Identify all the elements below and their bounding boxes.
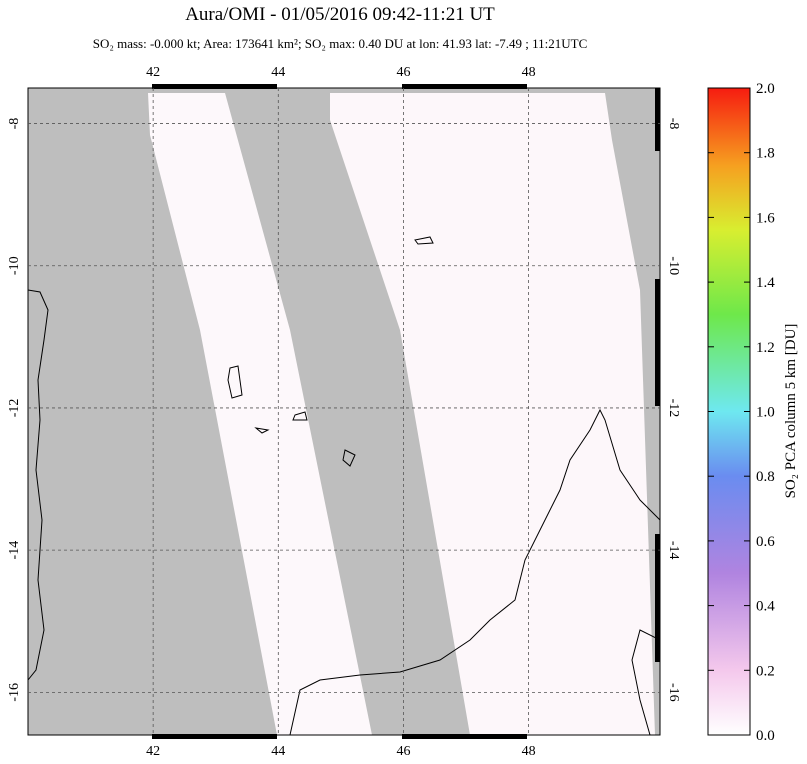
y-tick-label: -16	[7, 683, 22, 702]
colorbar-tick-label: 1.6	[756, 210, 775, 226]
frame-bar	[655, 88, 660, 151]
x-tick-label: 48	[522, 744, 536, 759]
x-tick-label: 44	[271, 65, 285, 80]
frame-bar	[655, 279, 660, 406]
y-tick-label: -14	[7, 541, 22, 560]
colorbar	[707, 87, 751, 736]
x-tick-label: 44	[271, 744, 285, 759]
y-tick-label: -10	[666, 256, 681, 275]
y-tick-label: -12	[666, 399, 681, 418]
frame-bar	[402, 734, 527, 739]
title: Aura/OMI - 01/05/2016 09:42-11:21 UT	[185, 4, 495, 25]
frame-bar	[402, 84, 527, 89]
coastline	[289, 408, 660, 735]
y-tick-label: -12	[7, 399, 22, 418]
island	[227, 236, 434, 467]
colorbar-tick-label: 1.4	[756, 275, 775, 291]
y-tick-label: -10	[7, 256, 22, 275]
colorbar-tick-label: 1.8	[756, 146, 775, 162]
swath	[330, 93, 655, 735]
y-tick-label: -8	[666, 118, 681, 130]
x-tick-label: 48	[522, 65, 536, 80]
colorbar-tick-label: 0.2	[756, 663, 775, 679]
y-tick-label: -8	[7, 118, 22, 130]
colorbar-label: SO₂ PCA column 5 km [DU]	[783, 324, 799, 499]
colorbar-tick-label: 1.2	[756, 340, 775, 356]
x-tick-label: 46	[396, 65, 410, 80]
coastline	[631, 629, 660, 735]
swath	[148, 93, 372, 735]
y-tick-label: -16	[666, 683, 681, 702]
y-tick-label: -14	[666, 541, 681, 560]
frame-bar	[152, 734, 277, 739]
colorbar-tick-label: 1.0	[756, 405, 775, 421]
x-tick-label: 42	[146, 744, 160, 759]
colorbar-tick-label: 0.0	[756, 728, 775, 744]
colorbar-tick-label: 0.4	[756, 599, 775, 615]
colorbar-tick-label: 0.8	[756, 469, 775, 485]
map-area	[28, 88, 660, 735]
frame-bar	[152, 84, 277, 89]
colorbar-tick-label: 0.6	[756, 534, 775, 550]
x-tick-label: 46	[396, 744, 410, 759]
x-tick-label: 42	[146, 65, 160, 80]
coastline	[28, 289, 49, 681]
subtitle: SO₂ mass: -0.000 kt; Area: 173641 km²; S…	[93, 36, 588, 51]
colorbar-tick-label: 2.0	[756, 81, 775, 97]
frame-bar	[655, 534, 660, 662]
map-frame	[27, 87, 661, 736]
